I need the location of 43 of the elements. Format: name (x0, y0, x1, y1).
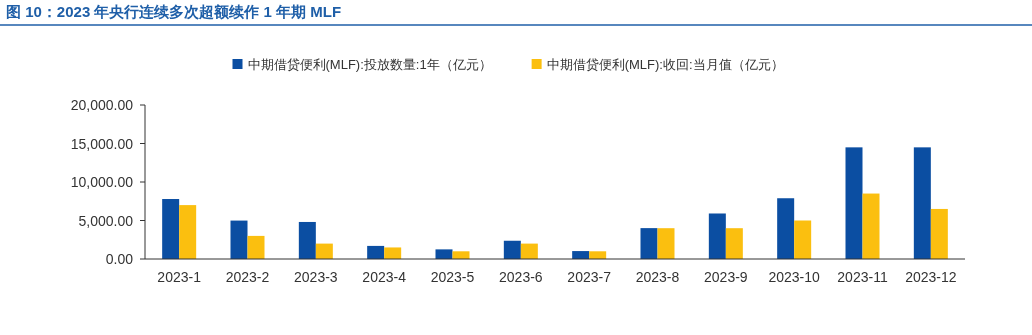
bar (230, 220, 248, 259)
bar (913, 147, 931, 259)
x-tick-label: 2023-3 (294, 269, 338, 285)
bar (930, 208, 948, 259)
bar (179, 205, 197, 259)
bar (435, 249, 453, 259)
x-tick-label: 2023-11 (837, 269, 888, 285)
bar (640, 228, 658, 259)
bar (725, 228, 743, 259)
bar (845, 147, 863, 259)
x-tick-label: 2023-5 (430, 269, 475, 285)
bar (367, 245, 385, 259)
bar (315, 243, 333, 259)
x-tick-label: 2023-9 (704, 269, 748, 285)
bar (298, 221, 316, 259)
x-tick-label: 2023-6 (499, 269, 543, 285)
bar (794, 220, 812, 259)
bar (384, 247, 402, 259)
bar (862, 193, 880, 259)
bar (777, 198, 795, 259)
bar (247, 235, 265, 259)
y-tick-label: 15,000.00 (70, 135, 134, 152)
bar (162, 199, 180, 259)
bar (708, 213, 726, 259)
x-tick-label: 2023-7 (567, 269, 612, 285)
bar (589, 251, 607, 259)
y-tick-label: 20,000.00 (70, 97, 134, 113)
chart-title: 图 10：2023 年央行连续多次超额续作 1 年期 MLF (6, 3, 342, 20)
legend-label: 中期借贷便利(MLF):收回:当月值（亿元） (546, 57, 784, 72)
bar (657, 228, 675, 259)
bar (452, 251, 470, 259)
y-tick-label: 0.00 (105, 251, 134, 267)
x-tick-label: 2023-10 (768, 269, 821, 285)
x-tick-label: 2023-4 (362, 269, 407, 285)
bar (520, 243, 538, 259)
x-tick-label: 2023-2 (225, 269, 270, 285)
legend-label: 中期借贷便利(MLF):投放数量:1年（亿元） (247, 57, 492, 72)
x-tick-label: 2023-1 (157, 269, 202, 285)
x-tick-label: 2023-8 (635, 269, 680, 285)
x-tick-label: 2023-12 (905, 269, 957, 285)
y-tick-label: 5,000.00 (78, 212, 134, 229)
bar (503, 240, 521, 259)
y-tick-label: 10,000.00 (70, 174, 134, 190)
